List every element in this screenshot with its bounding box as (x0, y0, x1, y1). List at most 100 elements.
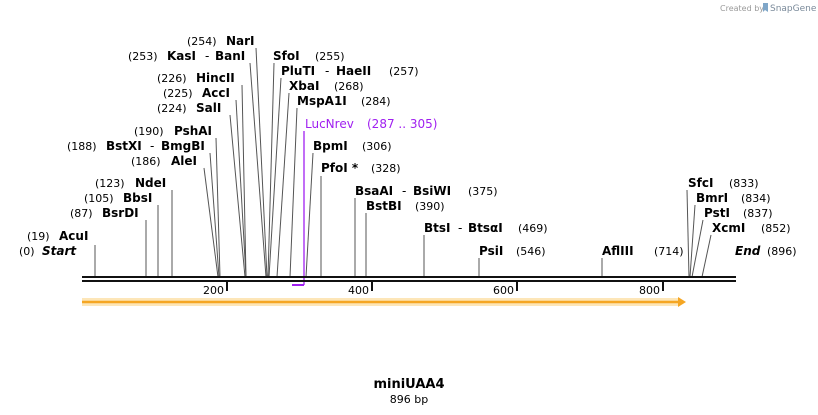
site-bsaai-bsiwi[interactable]: BsaAI - BsiWI (375) (355, 184, 498, 198)
site-name: BsaAI (355, 184, 393, 198)
site-bmri[interactable]: BmrI (834) (696, 191, 771, 205)
site-position: (254) (187, 35, 217, 48)
site-sfoi[interactable]: SfoI (255) (273, 49, 345, 63)
feature-arrow[interactable] (82, 297, 686, 307)
leader-line (241, 84, 247, 278)
site-bstxi-bmgbi[interactable]: (188) BstXI - BmgBI (67, 139, 205, 153)
site-name: BsrDI (102, 206, 139, 220)
site-position: (837) (743, 207, 773, 220)
site-bsrdi[interactable]: (87) BsrDI (70, 206, 139, 220)
primer-range: (287 .. 305) (367, 117, 437, 131)
site-name-2: BmgBI (161, 139, 205, 153)
site-position: (268) (334, 80, 364, 93)
tick-label: 600 (493, 284, 514, 297)
leader-line (268, 77, 282, 278)
site-mspa1i[interactable]: MspA1I (284) (297, 94, 391, 108)
site-name: SfcI (688, 176, 713, 190)
site-position: (852) (761, 222, 791, 235)
site-name: NdeI (135, 176, 166, 190)
site-name: PfoI * (321, 161, 359, 175)
site-bpmi[interactable]: BpmI (306) (313, 139, 392, 153)
tick-label: 800 (639, 284, 660, 297)
leader-lines (94, 47, 712, 278)
site-xbai[interactable]: XbaI (268) (289, 79, 364, 93)
ruler-tick-600: 600 (493, 281, 518, 297)
leader-line (276, 92, 290, 278)
site-pshai[interactable]: (190) PshAI (134, 124, 212, 138)
site-sali[interactable]: (224) SalI (157, 101, 221, 115)
ruler-tick-200: 200 (203, 281, 228, 297)
tick-label: 400 (348, 284, 369, 297)
site-name-2: BtsαI (468, 221, 503, 235)
site-position: (253) (128, 50, 158, 63)
site-nari[interactable]: (254) NarI (187, 34, 255, 48)
sequence-backbone (82, 276, 736, 282)
site-position: (375) (468, 185, 498, 198)
site-pfoi[interactable]: PfoI * (328) (321, 161, 401, 175)
site-xcmi[interactable]: XcmI (852) (712, 221, 791, 235)
site-pluti-haeii[interactable]: PluTI - HaeII (257) (281, 64, 419, 78)
site-position: (123) (95, 177, 125, 190)
ruler: 200 400 600 800 (203, 281, 664, 297)
site-position: (833) (729, 177, 759, 190)
site-afliii[interactable]: AflIII (714) (602, 244, 684, 258)
site-psii[interactable]: PsiI (546) (479, 244, 546, 258)
site-name: PshAI (174, 124, 212, 138)
site-separator: - (205, 49, 209, 63)
site-bbsi[interactable]: (105) BbsI (84, 191, 152, 205)
snapgene-logo-icon (763, 3, 768, 12)
site-acui[interactable]: (19) AcuI (27, 229, 88, 243)
site-name: BstXI (106, 139, 142, 153)
leader-line (209, 152, 220, 278)
site-position: (255) (315, 50, 345, 63)
site-position: (546) (516, 245, 546, 258)
site-position: (714) (654, 245, 684, 258)
leader-line (235, 99, 247, 278)
leader-line (289, 107, 298, 278)
site-position: (224) (157, 102, 187, 115)
start-position: (0) (19, 245, 35, 258)
site-name: AcuI (59, 229, 88, 243)
site-position: (834) (741, 192, 771, 205)
site-name: AflIII (602, 244, 634, 258)
site-position: (186) (131, 155, 161, 168)
leader-line (249, 62, 267, 278)
site-btsi-btsai[interactable]: BtsI - BtsαI (469) (424, 221, 548, 235)
site-name: NarI (226, 34, 255, 48)
site-psti[interactable]: PstI (837) (704, 206, 773, 220)
leader-line (691, 219, 704, 278)
site-position: (306) (362, 140, 392, 153)
site-separator: - (458, 221, 462, 235)
site-alei[interactable]: (186) AleI (131, 154, 197, 168)
site-separator: - (402, 184, 406, 198)
leader-line (229, 114, 246, 278)
site-position: (390) (415, 200, 445, 213)
site-name: SalI (196, 101, 221, 115)
leader-line (267, 62, 275, 278)
site-kasi-bani[interactable]: (253) KasI - BanI (128, 49, 245, 63)
site-name-2: BanI (215, 49, 245, 63)
leader-line (203, 167, 219, 278)
site-acci[interactable]: (225) AccI (163, 86, 230, 100)
site-name: BbsI (123, 191, 152, 205)
start-label: Start (42, 244, 77, 258)
leader-line (255, 47, 268, 278)
site-name: XcmI (712, 221, 745, 235)
primer-lucnrev[interactable]: LucNrev (287 .. 305) (292, 117, 437, 286)
site-position: (225) (163, 87, 193, 100)
site-name: PluTI (281, 64, 315, 78)
leader-line (215, 137, 221, 278)
site-name: PstI (704, 206, 730, 220)
site-name: XbaI (289, 79, 319, 93)
site-position: (469) (518, 222, 548, 235)
ruler-tick-800: 800 (639, 281, 664, 297)
site-sfci[interactable]: SfcI (833) (688, 176, 759, 190)
site-bstbi[interactable]: BstBI (390) (366, 199, 445, 213)
site-ndei[interactable]: (123) NdeI (95, 176, 166, 190)
leader-line (689, 204, 696, 278)
site-name: MspA1I (297, 94, 347, 108)
site-hincii[interactable]: (226) HincII (157, 71, 235, 85)
snapgene-label: SnapGene (770, 4, 817, 14)
site-separator: - (150, 139, 154, 153)
